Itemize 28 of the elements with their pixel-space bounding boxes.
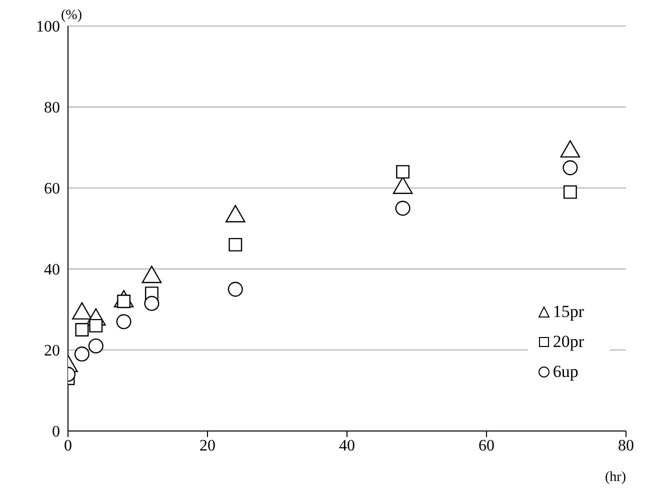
point <box>228 238 242 252</box>
point <box>562 160 578 176</box>
x-tick-label: 40 <box>339 437 355 454</box>
y-tick-label: 20 <box>44 342 60 360</box>
y-axis-title: (%) <box>61 8 82 23</box>
x-tick-label: 0 <box>64 437 72 454</box>
legend-label: 15pr <box>552 301 584 323</box>
point <box>228 282 243 297</box>
legend-label: 20pr <box>552 331 584 353</box>
point <box>563 185 577 199</box>
point <box>74 346 90 362</box>
x-tick-label: 80 <box>618 437 634 454</box>
point <box>89 318 103 332</box>
y-tick-label: 0 <box>52 424 60 441</box>
x-tick-label: 20 <box>200 437 216 454</box>
legend-label: 6up <box>552 361 578 383</box>
y-tick-label: 60 <box>44 180 60 198</box>
point <box>144 296 160 311</box>
point <box>116 314 132 330</box>
x-tick-label: 60 <box>478 437 494 454</box>
y-tick-label: 100 <box>36 18 60 36</box>
y-tick-label: 80 <box>44 100 60 117</box>
y-tick-label: 40 <box>44 262 60 279</box>
point <box>75 323 89 336</box>
point <box>396 165 410 179</box>
point <box>88 338 104 354</box>
point <box>395 200 410 216</box>
x-axis-title: (hr) <box>605 470 626 485</box>
